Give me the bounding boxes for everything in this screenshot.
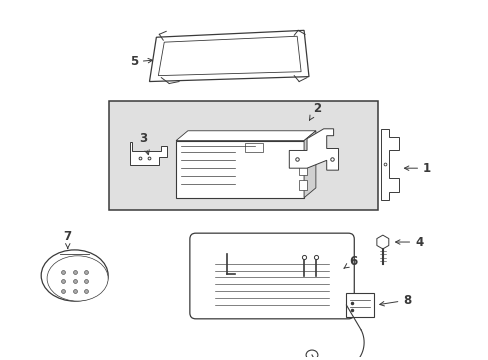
Ellipse shape bbox=[47, 256, 108, 301]
Text: 6: 6 bbox=[343, 255, 357, 268]
Polygon shape bbox=[304, 131, 315, 198]
Bar bbox=[299, 180, 306, 190]
Bar bbox=[299, 165, 306, 175]
Polygon shape bbox=[129, 141, 167, 165]
Ellipse shape bbox=[41, 250, 108, 301]
Polygon shape bbox=[176, 131, 315, 141]
Bar bbox=[109, 101, 377, 210]
FancyBboxPatch shape bbox=[189, 233, 353, 319]
Polygon shape bbox=[376, 235, 388, 249]
Text: 2: 2 bbox=[309, 102, 320, 120]
Text: 4: 4 bbox=[395, 235, 423, 248]
Bar bbox=[176, 141, 304, 198]
Ellipse shape bbox=[305, 350, 317, 360]
Text: 3: 3 bbox=[139, 132, 149, 155]
Text: 5: 5 bbox=[129, 55, 152, 68]
Text: 8: 8 bbox=[379, 294, 411, 307]
Polygon shape bbox=[380, 129, 398, 200]
Text: 1: 1 bbox=[404, 162, 430, 175]
Bar bbox=[244, 143, 262, 152]
Polygon shape bbox=[149, 30, 308, 82]
Text: 7: 7 bbox=[63, 230, 72, 248]
Bar bbox=[346, 293, 373, 317]
Polygon shape bbox=[158, 36, 301, 76]
Polygon shape bbox=[289, 129, 338, 170]
Bar bbox=[299, 150, 306, 160]
